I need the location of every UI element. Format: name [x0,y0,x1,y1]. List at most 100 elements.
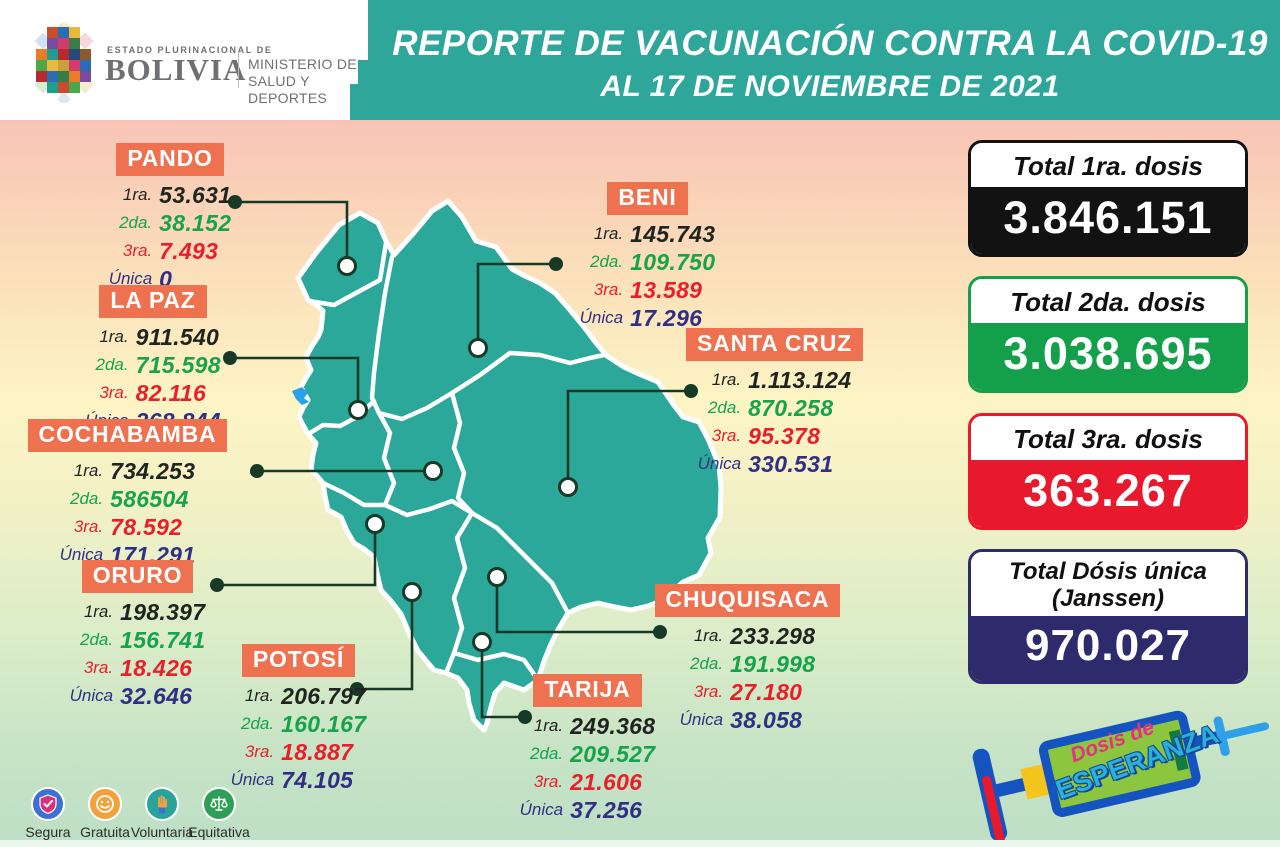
dose-label-2da: 2da. [95,355,129,374]
santa-cruz-dose-unica: 330.531 [748,451,834,477]
total-first-dose-label: Total 1ra. dosis [971,143,1245,187]
logo-country-name: BOLIVIA [105,52,247,87]
dept-chuquisaca: CHUQUISACA 1ra. 233.298 2da. 191.998 3ra. 2… [645,584,850,734]
map-marker-beni [468,338,488,358]
ministry-line1: MINISTERIO DE [248,56,357,72]
leader-dot-cochabamba [250,464,264,478]
oruro-dose-1: 198.397 [120,599,206,625]
leader-line-potosi [357,592,414,691]
map-marker-la-paz [348,400,368,420]
header-step-decoration [358,60,368,84]
leader-dot-tarija [518,710,532,724]
dept-pando-values: 1ra. 53.631 2da. 38.152 3ra. 7.493 Única 0 [109,181,232,293]
leader-line-beni [476,262,556,348]
dose-label-1ra: 1ra. [83,602,114,621]
dept-oruro: ORURO 1ra. 198.397 2da. 156.741 3ra. 18.426… [35,560,240,710]
dept-la-paz: LA PAZ 1ra. 911.540 2da. 715.598 3ra. 82.11… [48,285,258,435]
potosi-dose-2: 160.167 [281,711,367,737]
logo-divider [238,52,239,88]
total-unique-dose-label: Total Dósis única (Janssen) [971,552,1245,616]
principle-voluntaria: Voluntaria [124,787,200,840]
dose-label-1ra: 1ra. [693,626,724,645]
total-unique-dose-value: 970.027 [971,616,1245,681]
department-borders [306,240,607,683]
dept-tarija: TARIJA 1ra. 249.368 2da. 209.527 3ra. 21.60… [485,674,690,824]
principle-gratuita-label: Gratuita [80,824,130,840]
dose-label-unica: Única [519,800,564,819]
dept-oruro-values: 1ra. 198.397 2da. 156.741 3ra. 18.426 Única… [70,598,206,710]
leader-line-chuquisaca [495,577,660,634]
la-paz-dose-2: 715.598 [135,352,221,378]
bolivia-map [292,198,724,733]
cochabamba-dose-3: 78.592 [110,514,183,540]
total-first-dose-value: 3.846.151 [971,187,1245,254]
chuquisaca-dose-2: 191.998 [730,651,816,677]
dept-pando: PANDO 1ra. 53.631 2da. 38.152 3ra. 7.493 Ún… [80,143,260,293]
potosi-dose-1: 206.797 [281,683,367,709]
dose-label-1ra: 1ra. [711,370,742,389]
total-first-dose-box: Total 1ra. dosis 3.846.151 [968,140,1248,257]
leader-dot-santa-cruz [684,384,698,398]
dose-label-unica: Única [69,686,114,705]
dose-label-1ra: 1ra. [73,461,104,480]
cochabamba-dose-1: 734.253 [110,458,196,484]
la-paz-dose-3: 82.116 [135,380,207,406]
dept-cochabamba: COCHABAMBA 1ra. 734.253 2da. 586504 3ra. 78… [25,419,230,569]
oruro-dose-unica: 32.646 [120,683,193,709]
principle-equitativa-label: Equitativa [188,824,250,840]
pando-dose-1: 53.631 [159,182,232,208]
dose-label-unica: Única [230,770,275,789]
principle-voluntaria-label: Voluntaria [130,824,194,840]
dose-label-unica: Única [679,710,724,729]
la-paz-dose-1: 911.540 [135,324,220,350]
total-unique-dose-label-line1: Total Dósis única [1009,558,1207,585]
dept-chuquisaca-title: CHUQUISACA [654,584,841,617]
principle-segura-label: Segura [25,824,71,840]
dose-label-2da: 2da. [690,654,724,673]
dose-label-unica: Única [579,308,624,327]
leader-line-pando [235,200,349,266]
ministry-line2: SALUD Y DEPORTES [248,73,328,106]
chuquisaca-dose-3: 27.180 [730,679,803,705]
potosi-dose-3: 18.887 [281,739,354,765]
dose-label-1ra: 1ra. [533,716,564,735]
dose-label-3ra: 3ra. [244,742,275,761]
logo-pretitle: ESTADO PLURINACIONAL DE [107,45,273,55]
smiley-icon [88,787,122,821]
pando-dose-2: 38.152 [159,210,232,236]
bolivia-coat-logo [34,23,94,103]
dose-label-3ra: 3ra. [711,426,742,445]
dose-label-1ra: 1ra. [99,327,129,346]
dept-la-paz-title: LA PAZ [99,285,207,318]
total-unique-dose-box: Total Dósis única (Janssen) 970.027 [968,549,1248,684]
oruro-dose-3: 18.426 [120,655,193,681]
tarija-dose-3: 21.606 [570,769,643,795]
dept-santa-cruz: SANTA CRUZ 1ra. 1.113.124 2da. 870.258 3ra… [672,328,877,478]
dept-oruro-title: ORURO [81,560,194,593]
dose-label-3ra: 3ra. [83,658,114,677]
dose-label-2da: 2da. [530,744,564,763]
map-marker-tarija [472,632,492,652]
leader-line-tarija [480,642,525,719]
beni-dose-1: 145.743 [630,221,716,247]
raised-hand-icon [145,787,179,821]
leader-dot-pando [228,195,242,209]
bolivia-country-shape [295,198,724,733]
leader-dot-potosi [350,682,364,696]
report-title-line2: AL 17 DE NOVIEMBRE DE 2021 [600,70,1060,103]
dept-santa-cruz-values: 1ra. 1.113.124 2da. 870.258 3ra. 95.378 Úni… [698,366,852,478]
syringe-needle-icon [1223,721,1270,740]
dose-label-3ra: 3ra. [99,383,129,402]
dose-label-3ra: 3ra. [693,682,724,701]
total-third-dose-label: Total 3ra. dosis [971,416,1245,460]
dept-beni-title: BENI [607,182,688,215]
dose-label-2da: 2da. [241,714,275,733]
dept-pando-title: PANDO [116,143,224,176]
dose-label-3ra: 3ra. [593,280,624,299]
header-logo-area: ESTADO PLURINACIONAL DE BOLIVIA MINISTER… [0,0,368,120]
chuquisaca-dose-unica: 38.058 [730,707,803,733]
dept-beni: BENI 1ra. 145.743 2da. 109.750 3ra. 13.589 … [545,182,750,332]
dose-label-1ra: 1ra. [593,224,624,243]
dose-label-unica: Única [697,454,742,473]
cochabamba-dose-2: 586504 [110,486,189,512]
